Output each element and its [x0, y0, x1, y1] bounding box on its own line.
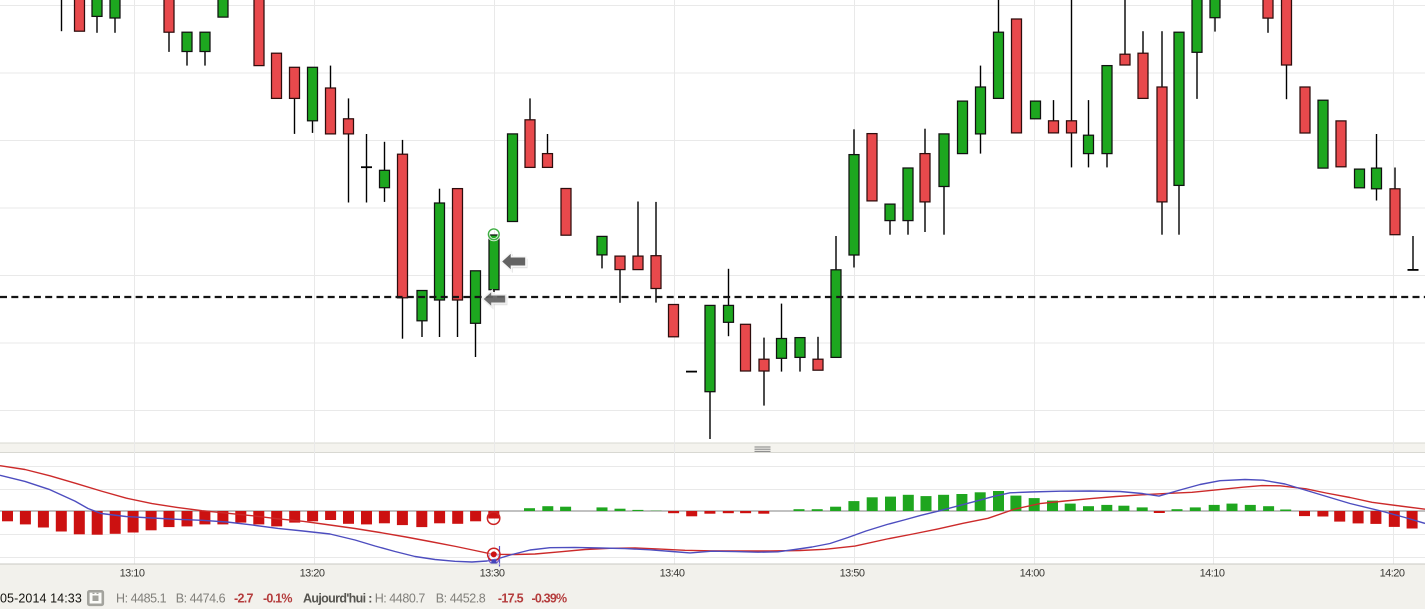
svg-text:B: 4474.6: B: 4474.6	[176, 592, 226, 606]
svg-text:Aujourd'hui :: Aujourd'hui :	[303, 592, 372, 606]
svg-text:13:50: 13:50	[840, 568, 865, 580]
svg-text:13:30: 13:30	[480, 568, 505, 580]
svg-text:H: 4480.7: H: 4480.7	[375, 592, 426, 606]
svg-text:-0.39%: -0.39%	[532, 592, 567, 606]
svg-text:14:20: 14:20	[1380, 568, 1405, 580]
svg-text:13:20: 13:20	[300, 568, 325, 580]
svg-text:14:00: 14:00	[1020, 568, 1045, 580]
svg-text:-2.7: -2.7	[234, 592, 253, 606]
svg-text:13:40: 13:40	[660, 568, 685, 580]
svg-text:12-05-2014 14:33: 12-05-2014 14:33	[0, 592, 82, 606]
svg-text:-17.5: -17.5	[498, 592, 524, 606]
svg-text:-0.1%: -0.1%	[263, 592, 292, 606]
svg-text:B: 4452.8: B: 4452.8	[436, 592, 486, 606]
svg-text:H: 4485.1: H: 4485.1	[116, 592, 167, 606]
svg-text:13:10: 13:10	[120, 568, 145, 580]
svg-text:14:10: 14:10	[1200, 568, 1225, 580]
